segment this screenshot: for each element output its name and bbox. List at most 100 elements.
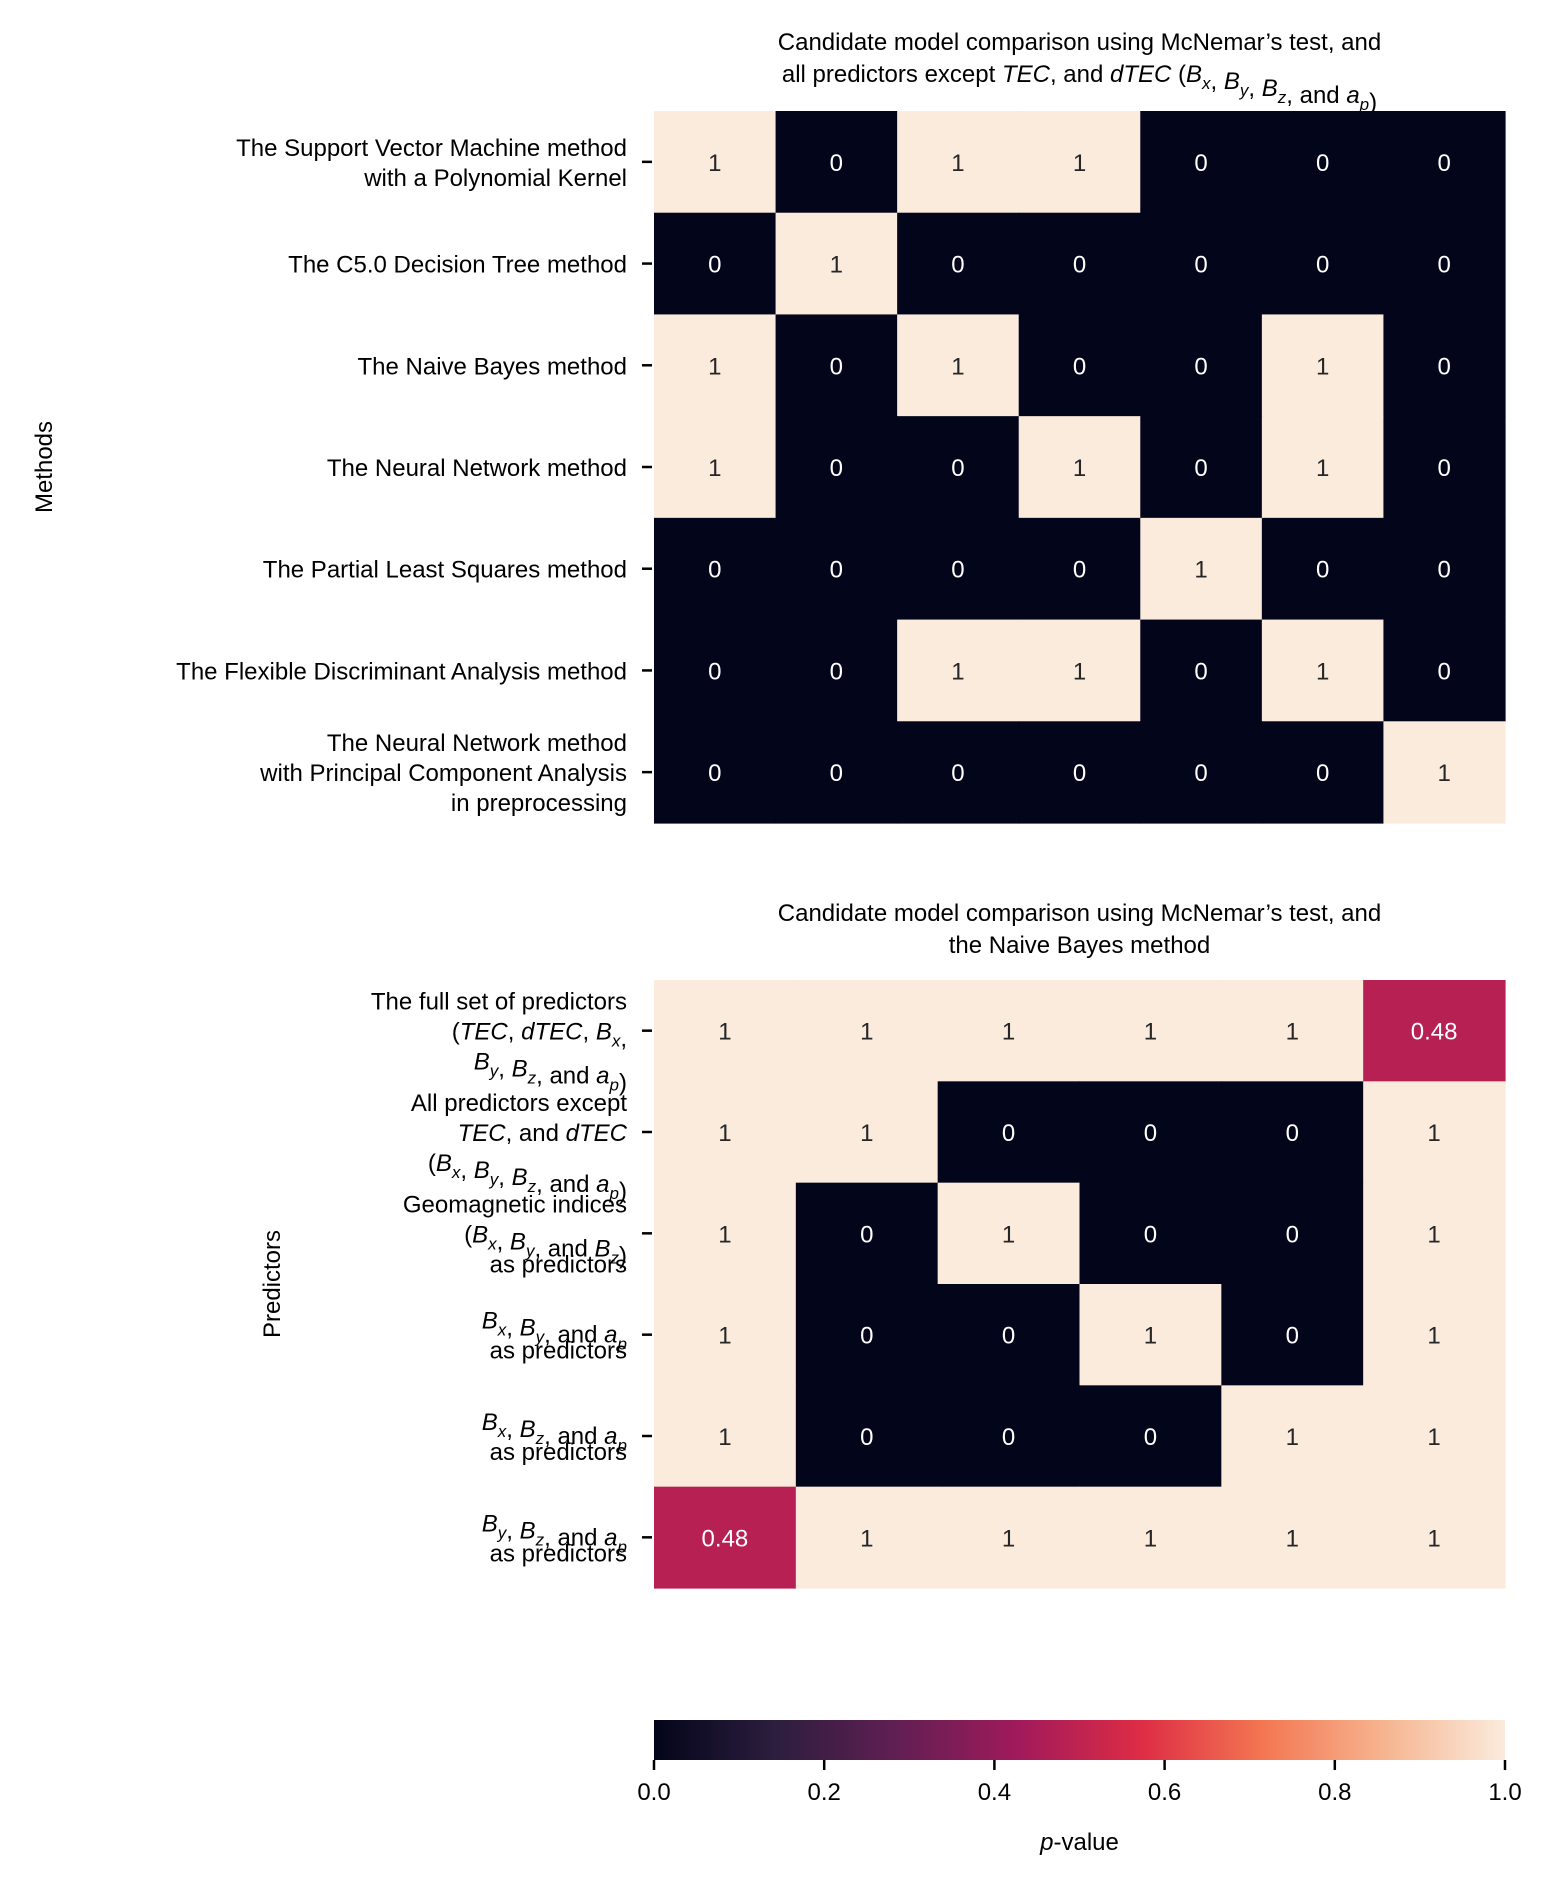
heatmap-cell: [937, 1081, 1081, 1184]
cell-annotation: 0: [1073, 353, 1086, 380]
colorbar-tick-label: 0.8: [1318, 1779, 1351, 1806]
cell-annotation: 1: [951, 150, 964, 177]
cell-annotation: 0: [1438, 658, 1451, 685]
heatmap-cell: [897, 517, 1020, 621]
cell-annotation: 0: [1194, 455, 1207, 482]
cell-annotation: 1: [1144, 1525, 1157, 1552]
colorbar-tick-label: 1.0: [1488, 1779, 1521, 1806]
cell-annotation: 0: [1073, 760, 1086, 787]
heatmap-cell: [1383, 721, 1506, 824]
heatmap-cell: [775, 111, 898, 214]
cell-annotation: 0: [951, 252, 964, 279]
row-label: The Flexible Discriminant Analysis metho…: [176, 658, 627, 685]
cell-annotation: 0: [860, 1424, 873, 1451]
heatmap-cell: [1079, 1486, 1222, 1589]
cell-annotation: 1: [1286, 1424, 1299, 1451]
row-label: By, Bz, and ap: [482, 1510, 627, 1556]
cell-annotation: 0: [830, 455, 843, 482]
row-label: as predictors: [490, 1439, 627, 1466]
cell-annotation: 0: [830, 557, 843, 584]
heatmap-cell: [937, 1182, 1081, 1285]
heatmap-cell: [775, 721, 898, 824]
cell-annotation: 1: [1002, 1019, 1015, 1046]
cell-annotation: 0: [830, 353, 843, 380]
heatmap-cell: [1383, 212, 1506, 316]
cell-annotation: 1: [1002, 1221, 1015, 1248]
cell-annotation: 0: [1438, 557, 1451, 584]
heatmap-cell: [1383, 517, 1506, 621]
cell-annotation: 1: [1427, 1525, 1440, 1552]
cell-annotation: 0: [1316, 557, 1329, 584]
heatmap-cell: [1018, 517, 1141, 621]
heatmap-methods: Candidate model comparison using McNemar…: [31, 29, 1506, 824]
heatmap-cell: [1079, 1284, 1222, 1386]
cell-annotation: 1: [708, 150, 721, 177]
cell-annotation: 0: [1073, 557, 1086, 584]
cell-annotation: 1: [708, 353, 721, 380]
heatmap-cell: [1018, 212, 1141, 316]
heatmap-cell: [795, 1486, 939, 1589]
heatmap-cell: [937, 1385, 1081, 1488]
heatmap-cell: [654, 212, 777, 316]
cell-annotation: 1: [1427, 1120, 1440, 1147]
heatmap-cell: [1363, 980, 1506, 1082]
row-label: (Bx, By, Bz, and ap): [428, 1150, 627, 1205]
cell-annotation: 1: [951, 658, 964, 685]
colorbar: 0.0 0.2 0.4 0.6 0.8 1.0 p-value: [637, 1720, 1522, 1856]
chart-title-line: the Naive Bayes method: [949, 932, 1210, 959]
cell-annotation: 0: [1438, 150, 1451, 177]
heatmap-cell: [1221, 1182, 1364, 1285]
cell-annotation: 1: [1073, 455, 1086, 482]
heatmap-cell: [1363, 1385, 1506, 1488]
cell-annotation: 1: [1316, 353, 1329, 380]
cell-annotation: 1: [718, 1120, 731, 1147]
row-label: By, Bz, and ap): [474, 1049, 627, 1097]
cell-annotation: 0: [708, 252, 721, 279]
row-label: The C5.0 Decision Tree method: [288, 252, 627, 279]
heatmap-cell: [1363, 1182, 1506, 1285]
heatmap-cell: [1261, 212, 1385, 316]
heatmap-cell: [1261, 619, 1385, 722]
cell-annotation: 1: [1427, 1323, 1440, 1350]
heatmap-cell: [654, 1284, 797, 1386]
heatmap-cell: [1221, 1385, 1364, 1488]
heatmap-cell: [795, 1182, 939, 1285]
cell-annotation: 0: [1438, 252, 1451, 279]
heatmap-cell: [1363, 1284, 1506, 1386]
cell-annotation: 1: [1286, 1019, 1299, 1046]
cell-annotation: 1: [708, 455, 721, 482]
heatmap-cell: [897, 212, 1020, 316]
row-label: (Bx, By, and Bz): [464, 1221, 627, 1269]
heatmap-cell: [654, 1385, 797, 1488]
row-label: The full set of predictors: [371, 989, 627, 1016]
cell-annotation: 0: [708, 557, 721, 584]
heatmap-cell: [1221, 980, 1364, 1082]
heatmap-cell: [1140, 721, 1263, 824]
heatmap-cell: [1383, 314, 1506, 417]
colorbar-label: p-value: [1039, 1829, 1119, 1856]
heatmap-cell: [897, 111, 1020, 214]
heatmap-cell: [1018, 721, 1141, 824]
heatmap-cell: [654, 721, 777, 824]
row-label: in preprocessing: [451, 790, 627, 817]
heatmap-cell: [795, 980, 939, 1082]
cell-annotation: 0: [1438, 353, 1451, 380]
colorbar-tick-label: 0.0: [637, 1779, 670, 1806]
chart-title-line: all predictors except TEC, and dTEC (Bx,…: [782, 61, 1377, 116]
heatmap-cell: [1383, 416, 1506, 519]
chart-title-line: Candidate model comparison using McNemar…: [778, 900, 1381, 927]
cell-annotation: 0: [830, 150, 843, 177]
cell-annotation: 0: [1002, 1120, 1015, 1147]
heatmap-cell: [1018, 111, 1141, 214]
heatmap-cell: [1221, 1284, 1364, 1386]
cell-annotation: 1: [1073, 150, 1086, 177]
cell-annotation: 1: [860, 1120, 873, 1147]
heatmap-cell: [1140, 517, 1263, 621]
cell-annotation: 0: [1194, 658, 1207, 685]
heatmap-cell: [654, 1486, 797, 1589]
heatmap-cell: [1261, 517, 1385, 621]
heatmap-cell: [775, 416, 898, 519]
cell-annotation: 1: [1144, 1323, 1157, 1350]
cell-annotation: 1: [1002, 1525, 1015, 1552]
